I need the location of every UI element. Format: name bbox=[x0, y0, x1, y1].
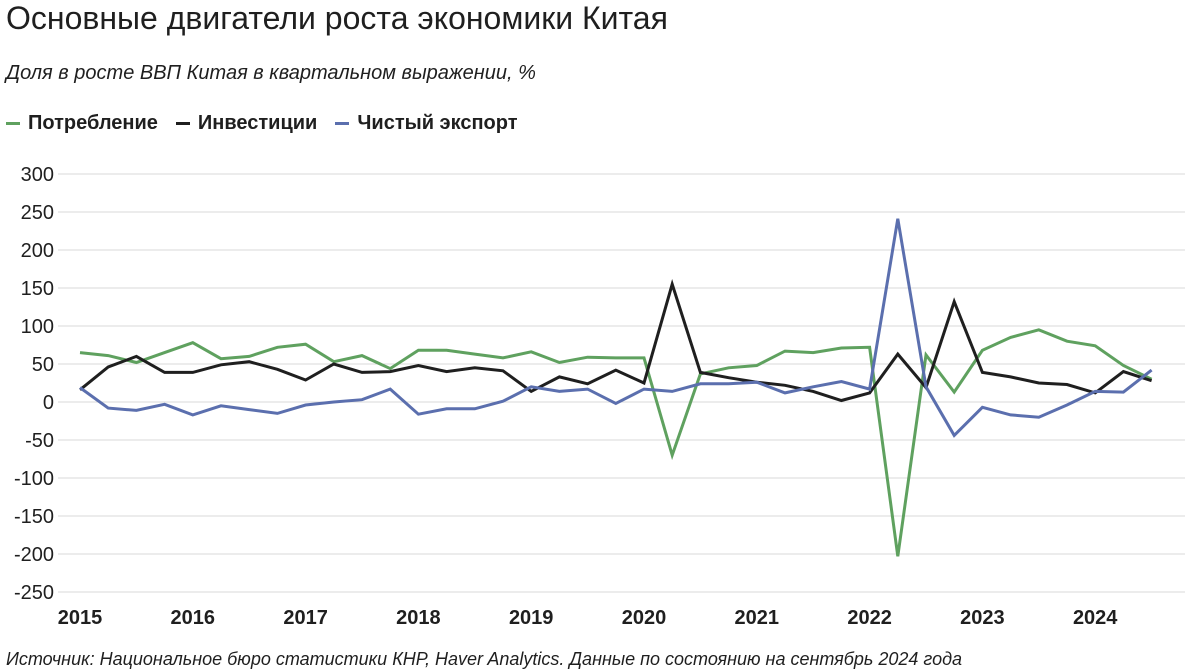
chart-subtitle: Доля в росте ВВП Китая в квартальном выр… bbox=[6, 62, 536, 84]
legend-swatch-consumption bbox=[6, 122, 20, 125]
y-tick-label: -200 bbox=[14, 544, 54, 566]
series-line-net-exports bbox=[79, 218, 1153, 438]
legend-swatch-investment bbox=[175, 122, 190, 125]
legend-swatch-net-exports bbox=[335, 122, 350, 125]
y-tick-label: 100 bbox=[21, 316, 54, 338]
series-line-investment bbox=[79, 279, 1153, 403]
x-tick-label: 2017 bbox=[283, 607, 328, 629]
x-axis-ticks: 2015 2016 2017 2018 2019 2020 2021 2022 2023 2024 bbox=[58, 607, 1119, 629]
legend-label-consumption: Потребление bbox=[28, 112, 158, 134]
x-tick-label: 2018 bbox=[396, 607, 441, 629]
x-tick-label: 2022 bbox=[847, 607, 892, 629]
legend-item-investment: Инвестиции bbox=[175, 112, 318, 135]
chart-title: Основные двигатели роста экономики Китая bbox=[6, 0, 668, 36]
x-tick-label: 2020 bbox=[622, 607, 667, 629]
x-tick-label: 2019 bbox=[509, 607, 554, 629]
y-tick-label: -150 bbox=[14, 506, 54, 528]
y-tick-label: 200 bbox=[21, 240, 54, 262]
y-axis-ticks: 300 250 200 150 100 50 0 -50 -100 -150 -200 -250 bbox=[14, 164, 54, 604]
y-tick-label: 50 bbox=[32, 354, 54, 376]
y-tick-label: 0 bbox=[43, 392, 54, 414]
line-chart: 300 250 200 150 100 50 0 -50 -100 -150 -200 -250 20… bbox=[14, 164, 1185, 629]
y-tick-label: 150 bbox=[21, 278, 54, 300]
legend-item-net-exports: Чистый экспорт bbox=[335, 112, 518, 135]
x-tick-label: 2021 bbox=[735, 607, 780, 629]
x-tick-label: 2016 bbox=[171, 607, 216, 629]
x-tick-label: 2015 bbox=[58, 607, 103, 629]
legend: Потребление Инвестиции Чистый экспорт bbox=[6, 112, 518, 135]
source-note: Источник: Национальное бюро статистики К… bbox=[6, 649, 963, 669]
x-tick-label: 2024 bbox=[1073, 607, 1118, 629]
y-tick-label: -100 bbox=[14, 468, 54, 490]
x-tick-label: 2023 bbox=[960, 607, 1005, 629]
y-tick-label: 250 bbox=[21, 202, 54, 224]
grid-lines bbox=[58, 173, 1185, 593]
series-line-consumption bbox=[79, 328, 1153, 557]
legend-label-net-exports: Чистый экспорт bbox=[357, 112, 518, 134]
legend-label-investment: Инвестиции bbox=[197, 112, 318, 134]
y-tick-label: -50 bbox=[25, 430, 54, 452]
series-lines bbox=[79, 218, 1153, 557]
y-tick-label: 300 bbox=[21, 164, 54, 186]
y-tick-label: -250 bbox=[14, 582, 54, 604]
legend-item-consumption: Потребление bbox=[6, 112, 158, 135]
